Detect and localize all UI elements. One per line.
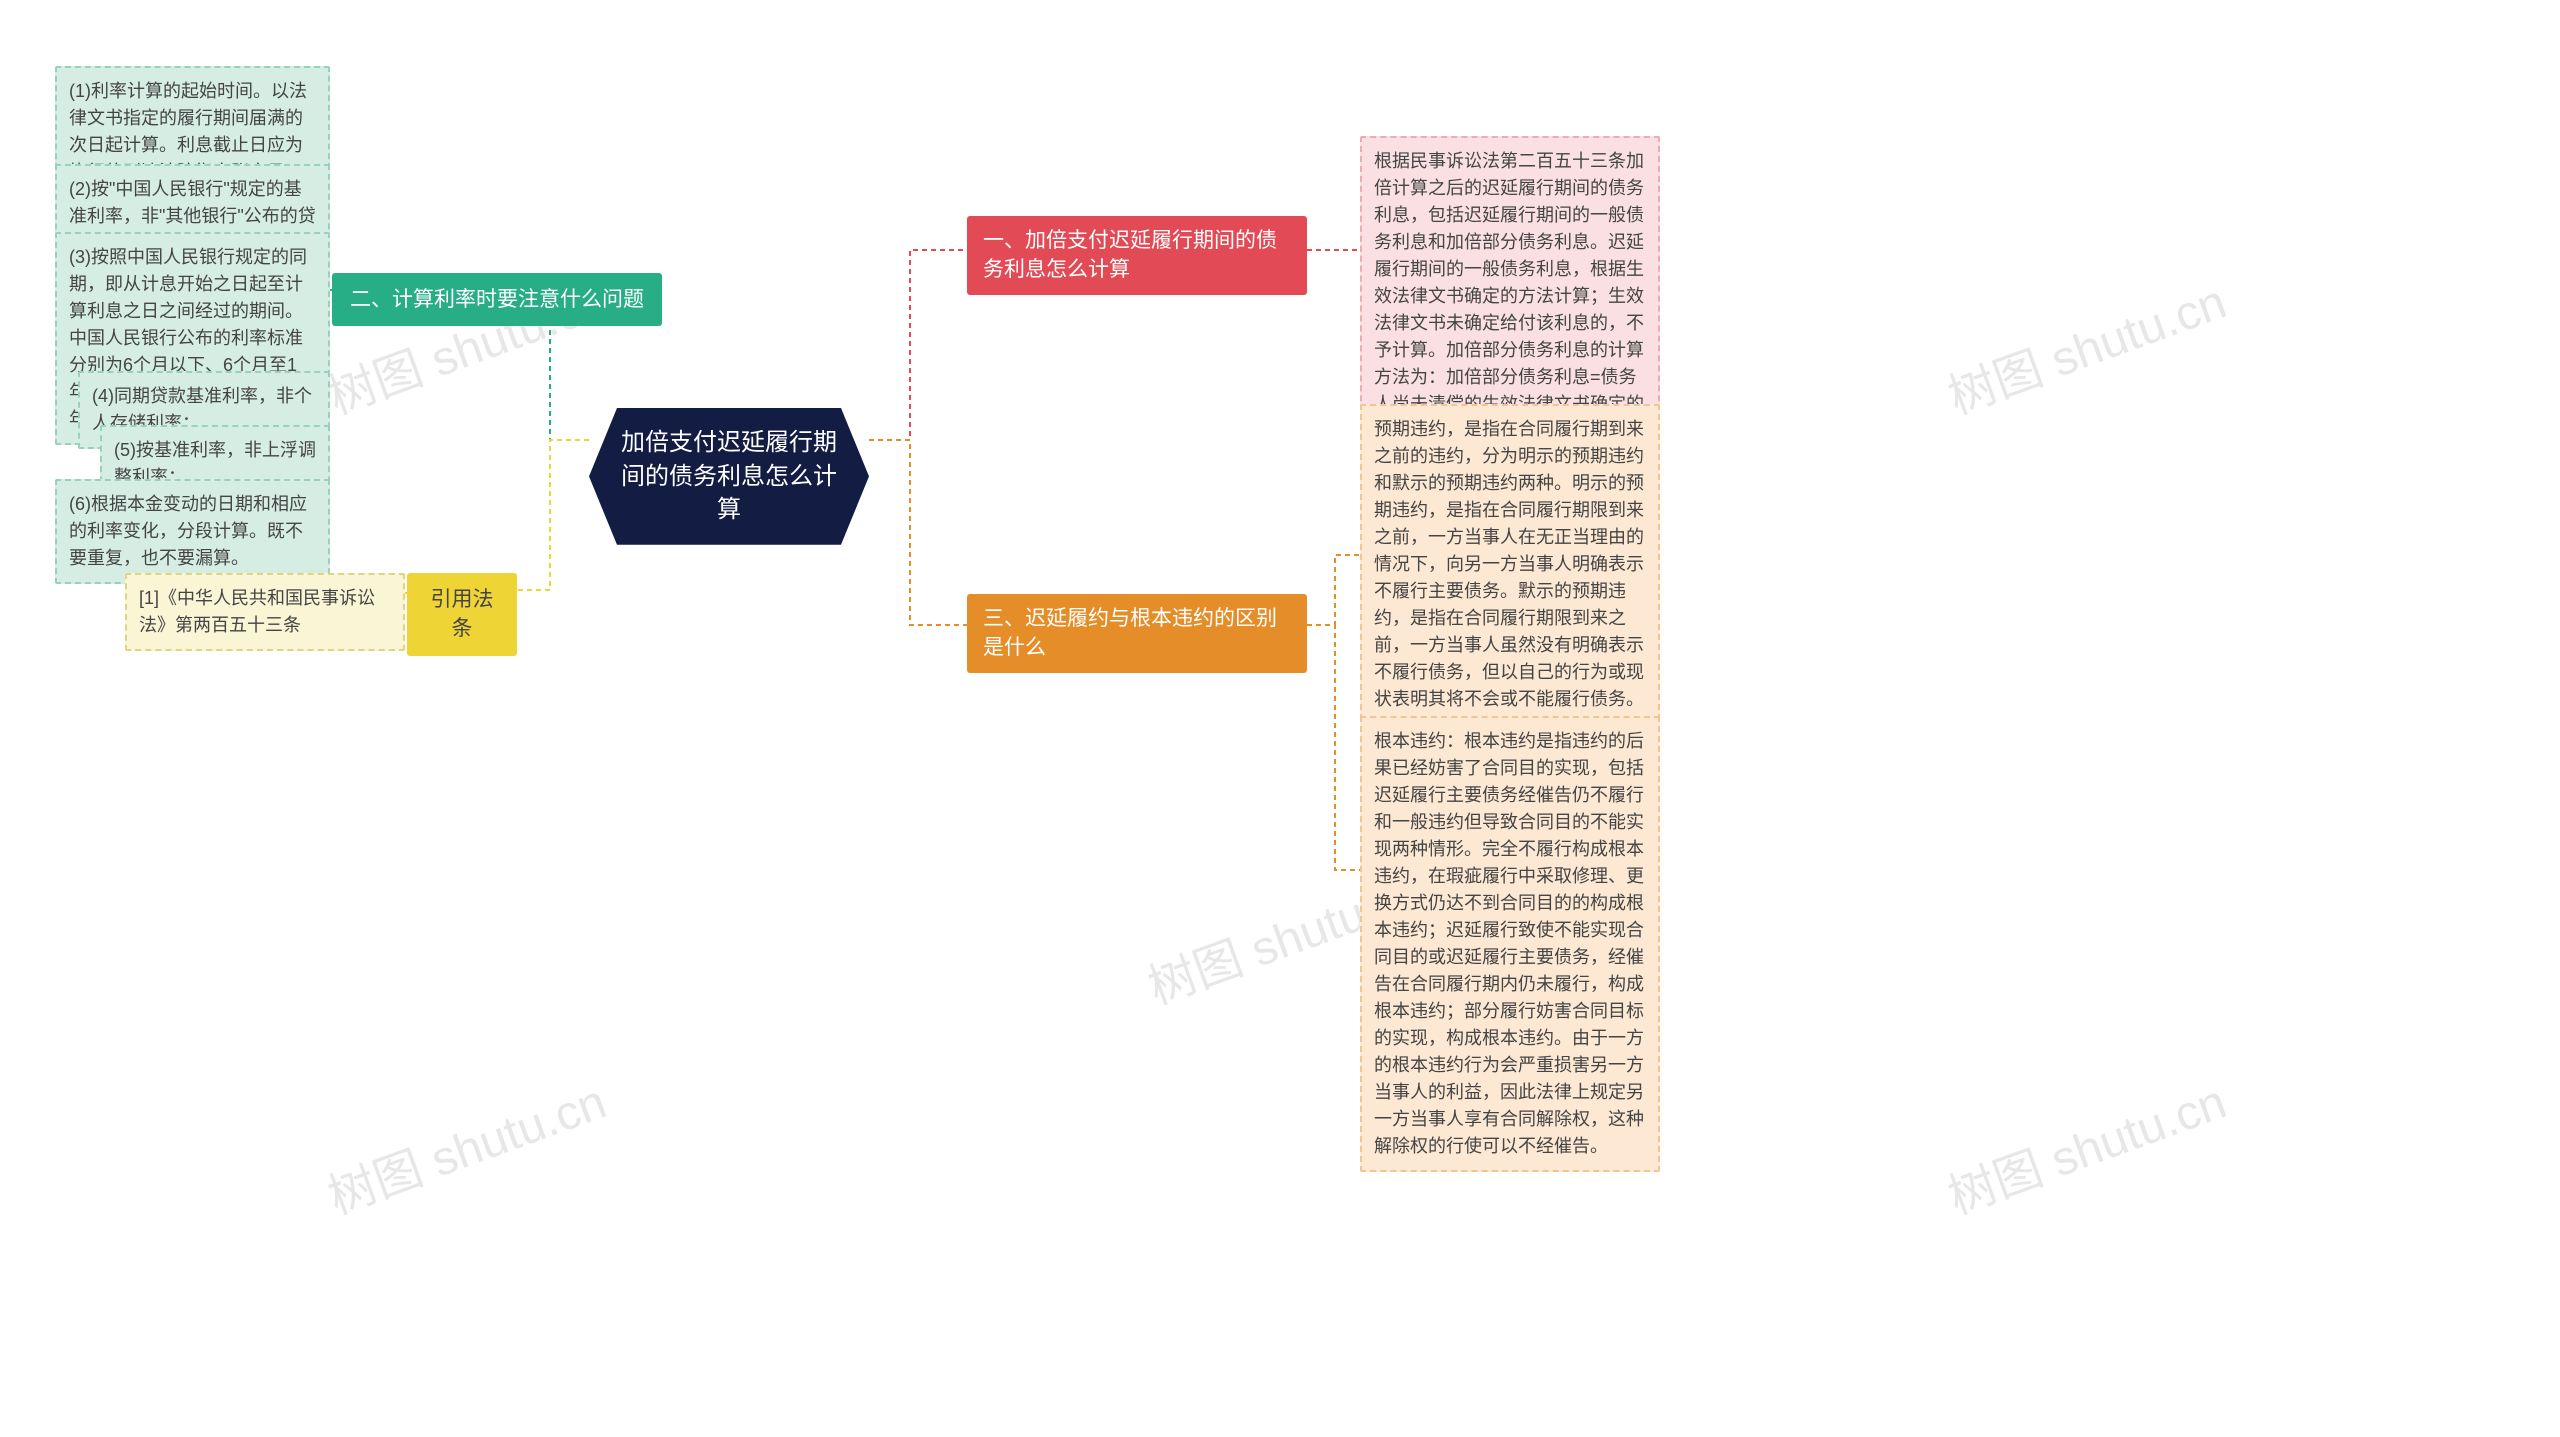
watermark: 树图 shutu.cn <box>1937 262 2234 427</box>
leaf-3-2[interactable]: 根本违约：根本违约是指违约的后果已经妨害了合同目的实现，包括迟延履行主要债务经催… <box>1360 716 1660 1172</box>
branch-3[interactable]: 三、迟延履约与根本违约的区别是什么 <box>967 594 1307 673</box>
leaf-2-6[interactable]: (6)根据本金变动的日期和相应的利率变化，分段计算。既不要重复，也不要漏算。 <box>55 479 330 584</box>
branch-2[interactable]: 二、计算利率时要注意什么问题 <box>332 273 662 326</box>
leaf-4-1[interactable]: [1]《中华人民共和国民事诉讼法》第两百五十三条 <box>125 573 405 651</box>
branch-1[interactable]: 一、加倍支付迟延履行期间的债务利息怎么计算 <box>967 216 1307 295</box>
branch-4[interactable]: 引用法条 <box>407 573 517 656</box>
watermark: 树图 shutu.cn <box>1937 1062 2234 1227</box>
watermark: 树图 shutu.cn <box>317 1062 614 1227</box>
root-node[interactable]: 加倍支付迟延履行期间的债务利息怎么计算 <box>589 408 869 545</box>
